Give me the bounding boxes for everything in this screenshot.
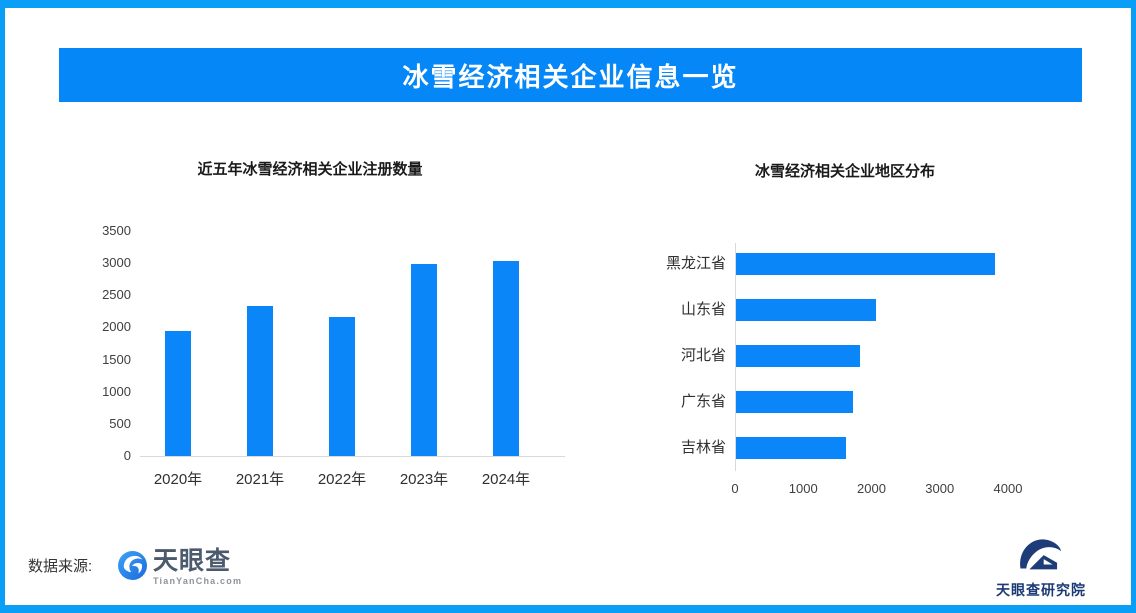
y-axis-tick-label: 3500 (102, 223, 131, 238)
research-institute-icon (1020, 539, 1062, 570)
x-axis-tick-label: 3000 (925, 481, 955, 496)
category-label: 广东省 (680, 393, 726, 410)
tianyancha-domain: TianYanCha.com (153, 576, 243, 586)
right-chart-title: 冰雪经济相关企业地区分布 (754, 163, 935, 180)
research-institute-name: 天眼查研究院 (996, 582, 1086, 598)
y-axis-tick-label: 1000 (102, 383, 131, 399)
bar-河北省 (736, 345, 860, 367)
x-axis-tick-label: 1000 (788, 481, 818, 496)
y-axis-tick-label: 500 (109, 415, 131, 431)
x-axis-category-label: 2023年 (399, 471, 449, 488)
bar-2021年 (247, 306, 273, 456)
category-label: 吉林省 (680, 439, 726, 456)
y-axis-tick-label: 1500 (102, 351, 131, 367)
bar-2023年 (411, 264, 437, 456)
bar-山东省 (736, 299, 876, 321)
bar-2020年 (165, 330, 191, 456)
tianyancha-name: 天眼查 (153, 547, 232, 575)
category-label: 山东省 (680, 301, 726, 318)
data-source-label: 数据来源: (28, 558, 93, 575)
tianyancha-eye-icon (118, 551, 147, 580)
category-label: 河北省 (680, 347, 726, 364)
region-distribution-bar-chart: 黑龙江省山东省河北省广东省吉林省 0 1000 2000 3000 4000 (640, 235, 1130, 510)
x-axis-category-label: 2022年 (317, 471, 367, 488)
tianyancha-wordmark: 天眼查 TianYanCha.com (153, 547, 243, 587)
x-axis-category-label: 2024年 (481, 471, 531, 488)
category-label: 黑龙江省 (665, 255, 726, 272)
y-axis-tick-label: 0 (123, 448, 131, 463)
y-axis-tick-label: 2500 (102, 287, 131, 303)
x-axis-tick-label: 0 (731, 481, 739, 496)
x-axis-line (140, 456, 565, 457)
research-institute-logo: 天眼查研究院 (985, 535, 1097, 600)
y-axis-tick-label: 2000 (102, 319, 131, 335)
y-axis-tick-label: 3000 (102, 255, 131, 271)
x-axis-category-label: 2021年 (235, 471, 285, 488)
bar-2024年 (493, 260, 519, 456)
bar-吉林省 (736, 437, 846, 459)
x-axis-category-label: 2020年 (153, 471, 203, 488)
bar-2022年 (329, 317, 355, 456)
tianyancha-logo: 天眼查 TianYanCha.com (118, 549, 242, 586)
bar-黑龙江省 (736, 253, 996, 275)
x-axis-tick-label: 4000 (993, 481, 1023, 496)
left-chart-title: 近五年冰雪经济相关企业注册数量 (197, 161, 423, 178)
bar-广东省 (736, 391, 854, 413)
registration-count-bar-chart: 0 500 1000 1500 2000 2500 3000 3500 2020年 2021年 20… (85, 220, 590, 515)
page-title: 冰雪经济相关企业信息一览 (402, 61, 739, 92)
x-axis-tick-label: 2000 (857, 481, 886, 496)
y-axis-line (735, 243, 736, 471)
title-banner: 冰雪经济相关企业信息一览 (59, 48, 1082, 102)
